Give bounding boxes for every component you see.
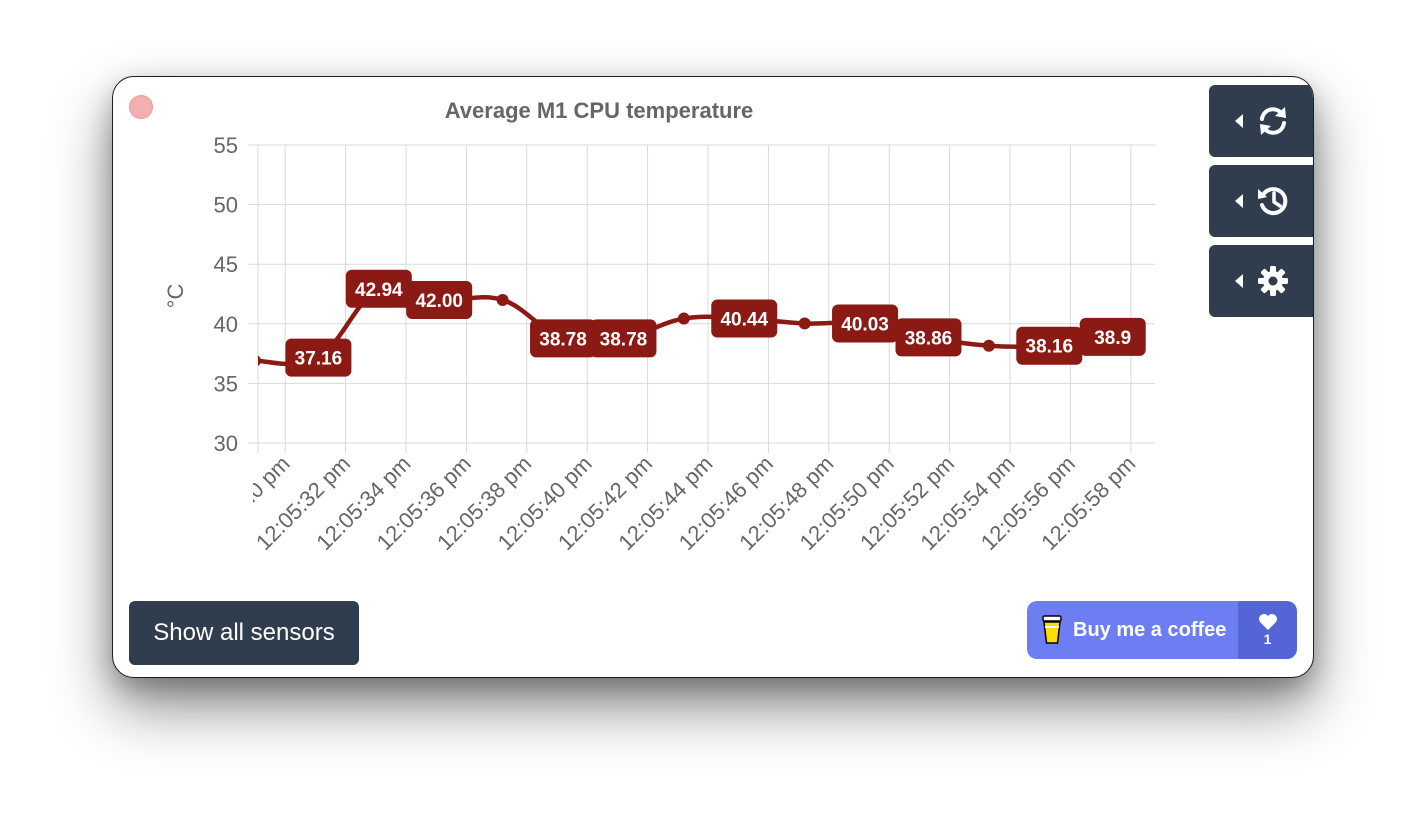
- app-window: Average M1 CPU temperature 55 50 45 40 35 30 …: [112, 76, 1314, 678]
- caret-left-icon: [1235, 114, 1243, 128]
- show-all-sensors-button[interactable]: Show all sensors: [129, 601, 359, 665]
- data-label-text: 40.03: [841, 314, 889, 335]
- data-label: 40.44: [711, 299, 778, 338]
- data-label-text: 42.00: [415, 291, 463, 312]
- data-label-text: 38.78: [600, 329, 648, 350]
- data-label-text: 38.78: [539, 329, 587, 350]
- buy-me-a-coffee-button[interactable]: Buy me a coffee 1: [1027, 601, 1297, 659]
- data-label: 38.78: [530, 319, 597, 358]
- data-label: 38.9: [1079, 317, 1146, 356]
- chart-title: Average M1 CPU temperature: [445, 98, 754, 123]
- temperature-chart: Average M1 CPU temperature 555045403530 …: [163, 98, 1155, 555]
- data-point: [798, 317, 811, 330]
- history-button[interactable]: [1209, 165, 1313, 237]
- coffee-main[interactable]: Buy me a coffee: [1027, 601, 1238, 659]
- caret-left-icon: [1235, 194, 1243, 208]
- caret-left-icon: [1235, 274, 1243, 288]
- y-tick-label: 30: [214, 431, 238, 456]
- data-point: [677, 312, 690, 325]
- data-label-text: 37.16: [295, 349, 343, 370]
- series-layer: 37.16 42.94 42.00 38.78 38.78 40.44 40.03 38.86…: [258, 269, 1146, 377]
- y-tick-label: 50: [214, 193, 238, 218]
- close-button[interactable]: [129, 95, 153, 119]
- y-tick-label: 55: [214, 133, 238, 158]
- y-tick-label: 35: [214, 371, 238, 396]
- data-label-text: 40.44: [720, 310, 768, 331]
- data-point: [496, 293, 509, 306]
- data-label: 37.16: [285, 338, 352, 377]
- data-label-text: 38.86: [905, 328, 953, 349]
- y-tick-label: 45: [214, 252, 238, 277]
- data-label-text: 42.94: [355, 280, 403, 301]
- y-tick-label: 40: [214, 312, 238, 337]
- coffee-label: Buy me a coffee: [1073, 618, 1227, 641]
- refresh-button[interactable]: [1209, 85, 1313, 157]
- x-tick-label: :0 pm: [238, 451, 295, 508]
- data-point: [258, 355, 261, 366]
- data-label: 42.00: [406, 280, 473, 319]
- data-label-text: 38.9: [1094, 328, 1131, 349]
- data-point: [982, 339, 995, 352]
- y-axis-label: °C: [163, 284, 188, 309]
- settings-button[interactable]: [1209, 245, 1313, 317]
- history-icon: [1258, 187, 1288, 216]
- data-label: 38.86: [895, 318, 962, 357]
- data-label-text: 38.16: [1026, 337, 1074, 358]
- data-label: 40.03: [832, 304, 899, 343]
- data-label: 38.16: [1016, 326, 1083, 365]
- gear-icon: [1258, 266, 1288, 296]
- coffee-count: 1: [1238, 601, 1297, 659]
- coffee-count-value: 1: [1263, 631, 1272, 647]
- data-label: 42.94: [345, 269, 412, 308]
- heart-icon: [1258, 614, 1277, 630]
- coffee-cup-icon: [1042, 615, 1062, 644]
- y-axis-ticks: 55 50 45 40 35 30: [214, 133, 238, 456]
- refresh-icon: [1260, 107, 1286, 135]
- data-label: 38.78: [590, 319, 657, 358]
